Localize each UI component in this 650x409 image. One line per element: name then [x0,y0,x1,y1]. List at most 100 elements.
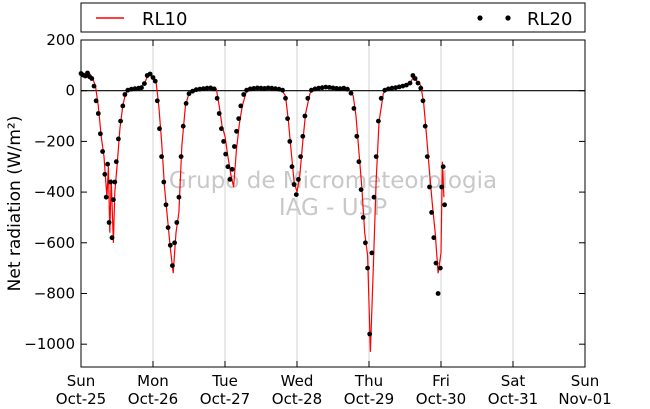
legend: RL10 RL20 [80,2,586,33]
y-tick-label: −1000 [24,335,75,353]
data-point-rl20 [280,87,285,93]
data-point-rl20 [172,240,178,246]
data-point-rl20 [255,85,260,91]
x-tick-date-label: Oct-29 [344,390,394,408]
data-point-rl20 [371,194,377,200]
y-tick-label: −800 [34,284,75,302]
data-point-rl20 [93,98,99,104]
data-point-rl20 [296,177,301,182]
data-point-rl20 [283,95,288,101]
x-tick-day-label: Sun [571,372,600,390]
data-point-rl20 [214,95,220,101]
data-point-rl20 [293,192,299,198]
data-point-rl20 [157,126,162,132]
data-point-rl20 [289,164,295,170]
data-point-rl20 [367,331,373,337]
axis-ticks: 2000−200−400−600−800−1000SunOct-25MonOct… [24,31,611,408]
data-point-rl20 [139,85,144,91]
data-point-rl20 [393,85,398,91]
data-point-rl20 [125,87,131,93]
data-point-rl20 [431,235,437,241]
series-line-rl10 [80,72,445,352]
x-tick-day-label: Wed [281,372,314,390]
data-point-rl20 [386,86,391,92]
data-point-rl20 [234,128,239,134]
data-point-rl20 [118,118,123,124]
data-point-rl20 [376,118,381,124]
x-tick-date-label: Oct-28 [272,390,322,408]
x-tick-date-label: Oct-26 [128,390,178,408]
x-tick-date-label: Oct-31 [488,390,538,408]
data-point-rl20 [174,220,180,225]
data-point-rl20 [400,83,406,89]
data-point-rl20 [109,235,115,241]
data-point-rl20 [183,101,189,106]
legend-box [80,2,586,33]
data-point-rl20 [378,95,384,101]
data-point-rl20 [165,225,171,231]
x-tick-day-label: Tue [211,372,238,390]
legend-swatch-rl20 [477,15,483,21]
data-point-rl20 [89,76,95,81]
data-point-rl20 [247,86,253,92]
data-point-rl20 [147,71,153,77]
y-tick-label: −400 [34,183,75,201]
data-point-rl20 [193,87,199,93]
data-point-rl20 [223,151,229,157]
data-point-rl20 [330,85,336,91]
x-tick-day-label: Sat [501,372,526,390]
data-point-rl20 [204,85,210,91]
data-point-rl20 [433,260,439,266]
data-point-rl20 [440,164,446,170]
data-point-rl20 [323,84,329,90]
data-point-rl20 [238,103,244,109]
data-point-rl20 [287,139,293,144]
x-tick-date-label: Oct-27 [200,390,250,408]
data-point-rl20 [316,85,321,91]
data-point-rl20 [305,95,311,101]
data-point-rl20 [132,86,138,92]
data-point-rl20 [262,86,267,91]
data-point-rl20 [161,179,167,185]
data-point-rl20 [170,263,175,268]
y-tick-label: 200 [46,31,75,49]
data-point-rl20 [152,78,158,84]
watermark-line: Grupo de Micrometeorologia [169,168,497,194]
x-tick-day-label: Sun [67,372,96,390]
data-point-rl20 [150,75,156,80]
data-point-rl20 [363,240,368,246]
data-point-rl20 [103,194,109,200]
data-point-rl20 [365,265,370,271]
y-tick-label: −200 [34,132,75,150]
x-tick-day-label: Fri [432,372,450,390]
data-point-rl20 [111,197,116,203]
data-point-rl20 [98,131,103,137]
data-point-rl20 [358,187,364,193]
data-point-rl20 [142,81,147,86]
data-point-rl20 [389,85,395,91]
data-point-rl20 [163,202,169,208]
data-point-rl20 [129,86,134,92]
data-point-rl20 [208,85,214,91]
x-tick-date-label: Nov-01 [558,390,611,408]
data-point-rl20 [116,136,121,142]
data-point-rl20 [159,154,165,160]
data-point-rl20 [112,179,118,185]
data-point-rl20 [418,85,424,91]
data-point-rl20 [219,126,224,132]
data-point-rl20 [221,139,227,144]
data-point-rl20 [100,149,105,154]
data-point-rl20 [91,83,97,89]
data-point-rl20 [102,171,108,177]
data-point-rl20 [439,184,445,190]
data-point-rl20 [251,86,257,91]
data-point-rl20 [407,80,413,86]
data-point-rl20 [236,116,242,121]
data-point-rl20 [244,87,250,93]
data-point-rl20 [106,220,112,225]
data-point-rl20 [232,144,237,149]
grid-lines [152,40,514,367]
data-point-rl20 [354,133,360,139]
data-point-rl20 [178,154,184,160]
